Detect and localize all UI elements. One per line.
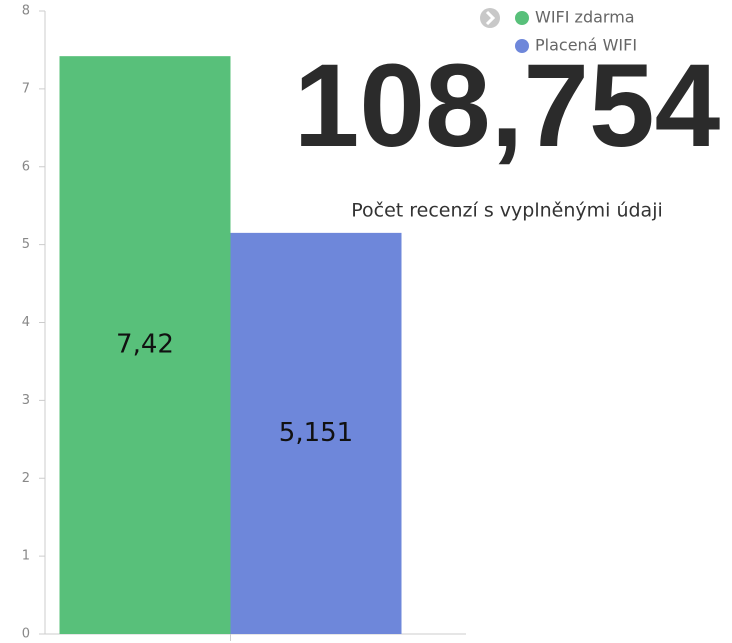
- legend-label: WIFI zdarma: [535, 8, 635, 27]
- y-tick-label: 7: [22, 81, 30, 96]
- y-tick-label: 3: [22, 393, 30, 408]
- kpi-label: Počet recenzí s vyplněnými údaji: [351, 200, 663, 222]
- y-tick-label: 5: [22, 237, 30, 252]
- value-label: 7,42: [116, 330, 174, 360]
- legend-marker: [515, 39, 529, 53]
- y-tick-label: 6: [22, 159, 30, 174]
- y-tick-label: 2: [22, 471, 30, 486]
- legend-nav[interactable]: [480, 8, 500, 28]
- legend-label: Placená WIFI: [535, 36, 637, 55]
- bar: [59, 56, 231, 635]
- legend-marker: [515, 11, 529, 25]
- value-label: 5,151: [279, 418, 353, 448]
- y-tick-label: 8: [22, 4, 30, 19]
- kpi-value: 108,754: [294, 40, 721, 172]
- y-tick-label: 0: [22, 627, 30, 642]
- legend-nav-arrow: [485, 10, 496, 26]
- y-tick-label: 1: [22, 549, 30, 564]
- bar: [230, 232, 402, 634]
- y-tick-label: 4: [22, 315, 30, 330]
